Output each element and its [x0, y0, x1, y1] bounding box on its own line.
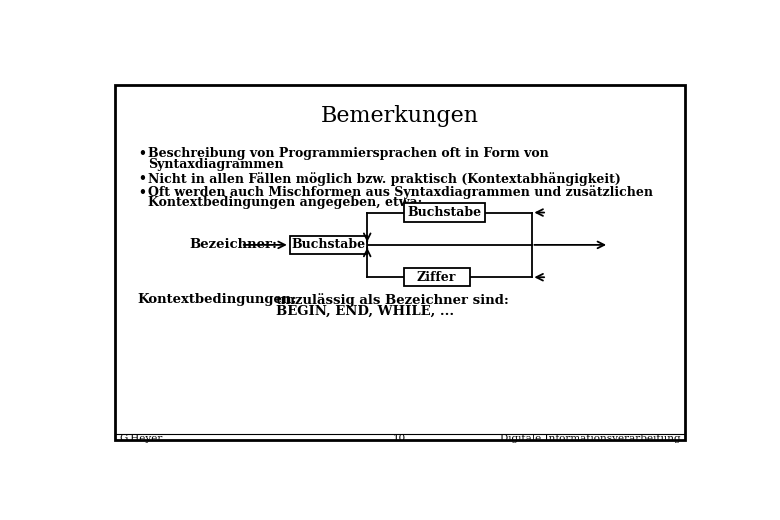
Text: Syntaxdiagrammen: Syntaxdiagrammen: [148, 158, 283, 171]
Text: Oft werden auch Mischformen aus Syntaxdiagrammen und zusätzlichen: Oft werden auch Mischformen aus Syntaxdi…: [148, 186, 653, 200]
Text: Kontextbedingungen:: Kontextbedingungen:: [138, 293, 297, 306]
Bar: [289, 236, 367, 254]
Text: Buchstabe: Buchstabe: [292, 238, 366, 251]
Text: Bezeichner:: Bezeichner:: [189, 238, 277, 251]
Text: •: •: [138, 186, 146, 199]
Bar: [115, 85, 685, 440]
Text: Ziffer: Ziffer: [417, 271, 456, 284]
Bar: [403, 268, 470, 287]
Text: Bemerkungen: Bemerkungen: [321, 105, 479, 127]
Text: Buchstabe: Buchstabe: [407, 206, 481, 219]
Text: BEGIN, END, WHILE, ...: BEGIN, END, WHILE, ...: [276, 305, 454, 318]
Text: Nicht in allen Fällen möglich bzw. praktisch (Kontextabhängigkeit): Nicht in allen Fällen möglich bzw. prakt…: [148, 172, 621, 186]
Text: G.Heyer: G.Heyer: [119, 434, 162, 443]
Text: •: •: [138, 172, 146, 185]
Text: Kontextbedingungen angegeben, etwa:: Kontextbedingungen angegeben, etwa:: [148, 197, 422, 210]
Text: unzulässig als Bezeichner sind:: unzulässig als Bezeichner sind:: [276, 293, 509, 307]
Text: •: •: [138, 147, 146, 160]
Text: Digitale Informationsverarbeitung: Digitale Informationsverarbeitung: [500, 434, 680, 443]
Text: 10: 10: [393, 434, 406, 443]
Text: Beschreibung von Programmiersprachen oft in Form von: Beschreibung von Programmiersprachen oft…: [148, 147, 548, 160]
Bar: [403, 203, 485, 222]
